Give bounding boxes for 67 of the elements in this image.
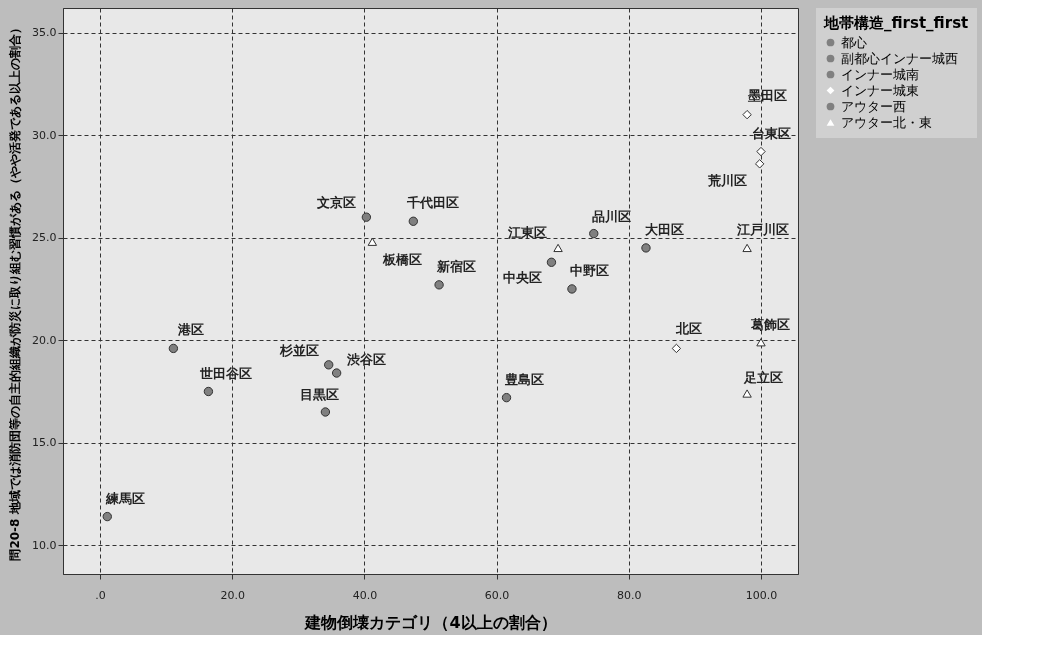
annotation: 江東区 bbox=[506, 224, 547, 240]
point bbox=[203, 386, 214, 397]
point bbox=[742, 109, 752, 120]
annotation: 文京区 bbox=[315, 195, 356, 211]
legend-label: インナー城南 bbox=[841, 66, 919, 82]
y-tick-label: 15.0 bbox=[32, 436, 57, 450]
point bbox=[756, 146, 766, 157]
x-tick-label: 20.0 bbox=[220, 588, 245, 602]
point bbox=[754, 159, 765, 169]
y-tick-label: 10.0 bbox=[32, 538, 57, 552]
annotation: 世田谷区 bbox=[199, 366, 253, 382]
y-tick-label: 20.0 bbox=[32, 333, 57, 347]
annotation: 杉並区 bbox=[279, 342, 320, 358]
x-tick-label: .0 bbox=[95, 588, 106, 602]
y-tick-label: 35.0 bbox=[32, 26, 57, 40]
point bbox=[320, 407, 331, 417]
annotation: 足立区 bbox=[742, 369, 783, 385]
annotation: 荒川区 bbox=[707, 172, 748, 188]
annotation: 墨田区 bbox=[746, 87, 787, 103]
point bbox=[331, 368, 342, 378]
point bbox=[742, 243, 752, 253]
point bbox=[567, 284, 577, 294]
y-tick-label: 30.0 bbox=[32, 128, 57, 142]
annotation: 北区 bbox=[675, 321, 703, 337]
x-tick-label: 60.0 bbox=[484, 588, 510, 602]
annotation: 中央区 bbox=[502, 270, 542, 286]
point bbox=[408, 216, 418, 226]
point bbox=[671, 343, 682, 354]
legend-label: インナー城東 bbox=[841, 82, 919, 98]
annotation: 練馬区 bbox=[104, 490, 145, 506]
point bbox=[367, 237, 378, 246]
legend-label: アウター西 bbox=[841, 98, 906, 114]
point bbox=[553, 243, 563, 253]
annotation: 千代田区 bbox=[406, 195, 460, 211]
annotation: 大田区 bbox=[645, 221, 685, 237]
y-tick-label: 25.0 bbox=[32, 231, 57, 245]
point bbox=[501, 392, 512, 403]
annotation: 台東区 bbox=[752, 125, 792, 141]
x-tick-label: 80.0 bbox=[617, 588, 642, 602]
x-axis-title: 建物倒壊カテゴリ（4以上の割合） bbox=[303, 612, 557, 632]
point bbox=[434, 280, 444, 290]
annotation: 中野区 bbox=[570, 262, 610, 278]
point bbox=[102, 511, 112, 522]
annotation: 板橋区 bbox=[381, 251, 422, 267]
point bbox=[756, 338, 766, 347]
annotation: 葛飾区 bbox=[750, 317, 791, 333]
annotation: 品川区 bbox=[592, 208, 632, 224]
annotation: 新宿区 bbox=[435, 258, 476, 274]
x-tick-label: 40.0 bbox=[352, 588, 378, 602]
legend-label: 副都心インナー城西 bbox=[841, 50, 958, 66]
annotation: 豊島区 bbox=[504, 371, 545, 387]
annotation: 港区 bbox=[177, 322, 205, 338]
point bbox=[361, 212, 372, 222]
legend-label: アウター北・東 bbox=[841, 114, 932, 130]
legend-label: 都心 bbox=[841, 34, 867, 50]
annotation: 江戸川区 bbox=[736, 221, 790, 237]
annotation: 渋谷区 bbox=[346, 352, 387, 368]
point bbox=[742, 389, 752, 398]
point bbox=[168, 343, 179, 354]
y-axis-title: 問20-8 地域では消防団等の自主的組織が防災に取り組む習慣がある（やや活発である以上の割合） bbox=[8, 22, 23, 561]
point bbox=[324, 360, 334, 370]
annotation: 目黒区 bbox=[299, 386, 339, 402]
legend-title: 地帯構造_first_first bbox=[823, 14, 969, 32]
x-tick-label: 100.0 bbox=[745, 588, 778, 602]
point bbox=[589, 228, 599, 239]
point bbox=[546, 257, 557, 267]
point bbox=[641, 243, 651, 253]
